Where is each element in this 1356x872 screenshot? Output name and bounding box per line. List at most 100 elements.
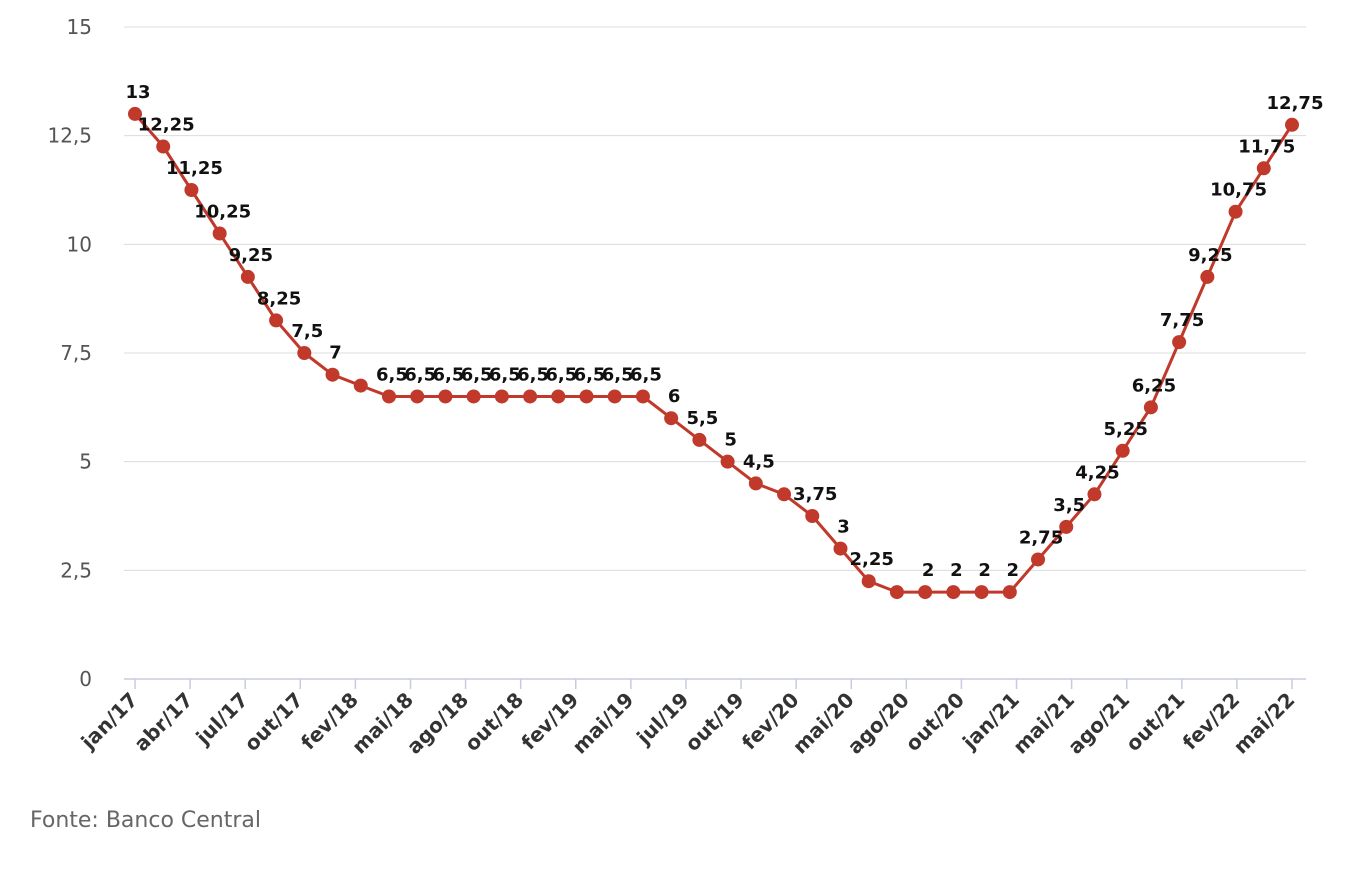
- y-tick-label: 7,5: [60, 341, 92, 365]
- data-label: 6,5: [545, 364, 577, 385]
- data-point: [494, 389, 509, 404]
- data-point: [946, 585, 961, 600]
- series-line: [128, 106, 1299, 600]
- y-tick-label: 2,5: [60, 558, 92, 582]
- data-label: 6,5: [630, 364, 662, 385]
- selic-line-chart: 0 2,5 5 7,5 10 12,5 15 jan/17abr/17jul/17out/1…: [47, 15, 1323, 759]
- data-point: [1285, 117, 1299, 132]
- data-point: [1115, 443, 1130, 458]
- data-label: 6,5: [461, 364, 493, 385]
- data-label: 6,5: [574, 364, 606, 385]
- data-label: 10,25: [194, 201, 251, 222]
- data-label: 7: [329, 343, 342, 364]
- data-label: 3: [837, 517, 850, 538]
- data-label: 6,5: [517, 364, 549, 385]
- x-tick-label: out/19: [680, 688, 748, 756]
- data-point: [692, 432, 707, 447]
- data-point: [1031, 552, 1046, 567]
- data-point: [297, 346, 312, 360]
- data-point: [212, 226, 227, 241]
- data-label: 6,5: [432, 364, 464, 385]
- data-point: [325, 367, 340, 382]
- data-label: 2: [922, 560, 935, 581]
- data-labels: 1312,2511,2510,259,258,257,576,56,56,56,…: [125, 82, 1323, 581]
- data-point: [607, 389, 622, 404]
- data-label: 5,25: [1103, 419, 1147, 440]
- source-note: Fonte: Banco Central: [30, 808, 262, 833]
- x-tick-label: mai/19: [567, 688, 638, 759]
- data-label: 11,75: [1238, 136, 1295, 157]
- data-point: [1143, 400, 1158, 415]
- x-tick-label: ago/20: [843, 688, 914, 759]
- data-label: 13: [125, 82, 150, 103]
- data-point: [1172, 335, 1187, 350]
- data-point: [833, 541, 848, 556]
- data-label: 5: [724, 430, 737, 451]
- data-label: 4,25: [1075, 462, 1119, 483]
- data-label: 3,75: [793, 484, 837, 505]
- data-point: [1059, 519, 1074, 534]
- x-tick-label: mai/22: [1229, 688, 1300, 759]
- data-point: [353, 378, 368, 393]
- x-tick-label: jan/17: [76, 688, 143, 755]
- data-point: [664, 411, 679, 426]
- data-point: [889, 585, 904, 600]
- data-label: 2,25: [849, 549, 893, 570]
- data-point: [1087, 487, 1102, 502]
- data-label: 11,25: [166, 158, 223, 179]
- data-point: [1228, 204, 1243, 219]
- data-label: 4,5: [743, 451, 775, 472]
- data-point: [184, 183, 199, 197]
- gridlines: [124, 26, 1306, 571]
- data-label: 2: [1007, 560, 1020, 581]
- data-point: [381, 389, 396, 404]
- data-label: 6,5: [489, 364, 521, 385]
- x-tick-label: out/18: [460, 688, 528, 756]
- data-point: [748, 476, 763, 491]
- data-label: 2,75: [1019, 527, 1063, 548]
- data-point: [1200, 269, 1215, 284]
- data-point: [128, 106, 142, 121]
- data-label: 5,5: [686, 408, 718, 429]
- data-label: 6,25: [1132, 375, 1176, 396]
- data-point: [861, 574, 876, 589]
- data-point: [551, 389, 566, 404]
- data-label: 2: [950, 560, 963, 581]
- data-label: 8,25: [257, 288, 301, 309]
- data-label: 10,75: [1210, 180, 1267, 201]
- data-point: [635, 389, 650, 404]
- data-point: [156, 139, 171, 154]
- data-label: 12,75: [1267, 93, 1324, 114]
- data-point: [438, 389, 453, 404]
- y-axis: 0 2,5 5 7,5 10 12,5 15: [47, 15, 92, 691]
- data-point: [410, 389, 425, 404]
- data-label: 9,25: [1188, 245, 1232, 266]
- data-point: [1002, 585, 1017, 600]
- data-point: [918, 585, 933, 600]
- data-label: 6,5: [404, 364, 436, 385]
- data-point: [777, 487, 792, 502]
- data-point: [974, 585, 989, 600]
- x-tick-label: abr/17: [129, 688, 197, 756]
- x-tick-label: ago/18: [402, 688, 473, 759]
- data-point: [720, 454, 735, 469]
- data-label: 7,75: [1160, 310, 1204, 331]
- y-tick-label: 12,5: [47, 124, 92, 148]
- data-label: 3,5: [1053, 495, 1085, 516]
- data-point: [579, 389, 594, 404]
- data-label: 7,5: [291, 321, 323, 342]
- data-point: [269, 313, 284, 328]
- x-axis: jan/17abr/17jul/17out/17fev/18mai/18ago/…: [76, 678, 1306, 759]
- data-point: [805, 509, 820, 523]
- x-tick-label: out/17: [239, 688, 307, 756]
- x-tick-label: out/20: [901, 688, 969, 756]
- data-label: 6: [668, 386, 681, 407]
- y-tick-label: 0: [79, 667, 92, 691]
- data-point: [240, 269, 255, 284]
- x-tick-label: out/21: [1121, 688, 1189, 756]
- data-label: 6,5: [376, 364, 408, 385]
- data-label: 2: [978, 560, 991, 581]
- y-tick-label: 10: [67, 232, 92, 256]
- y-tick-label: 5: [79, 450, 92, 474]
- data-point: [1256, 161, 1271, 176]
